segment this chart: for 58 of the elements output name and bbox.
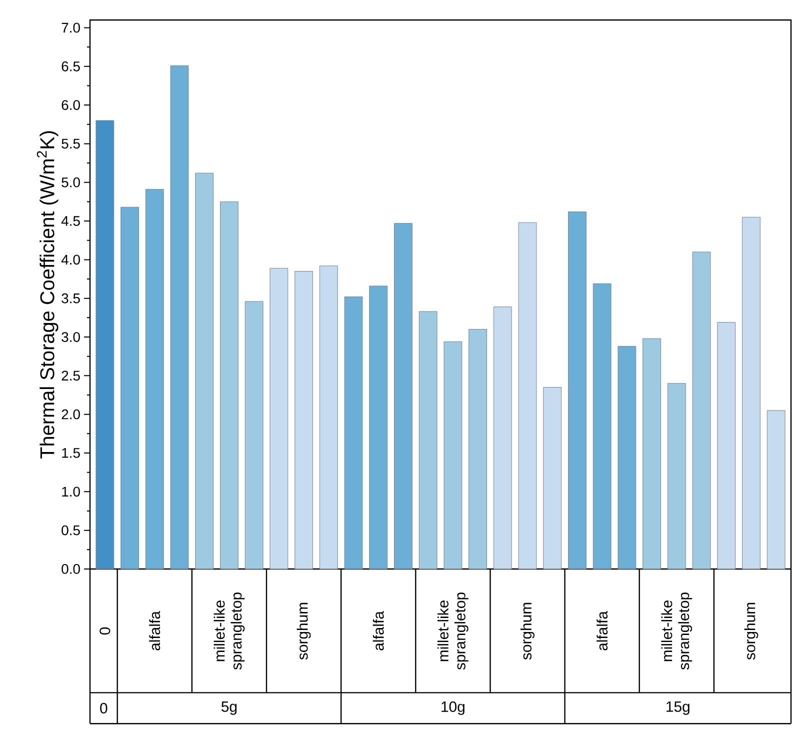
bar	[742, 216, 760, 570]
x-tick-label: alfalfa	[372, 611, 384, 650]
bar	[667, 383, 686, 570]
y-tick-label: 0.0	[62, 564, 80, 574]
x-tick-label: sorghum	[744, 602, 758, 660]
y-tick-label: 5.0	[62, 177, 80, 188]
x-tick-label: sorghum	[296, 602, 311, 660]
text: 5g	[221, 701, 237, 715]
x-tick-label: 0	[100, 627, 110, 635]
bar	[145, 189, 164, 570]
y-tick-label: 1.0	[62, 486, 80, 497]
x-tick-label: millet-like sprangletop	[214, 592, 245, 670]
y-tick-label: 6.0	[62, 100, 80, 110]
bar	[717, 322, 736, 570]
text: 15g	[666, 701, 690, 715]
bar	[543, 387, 562, 570]
bar	[766, 410, 786, 570]
x-tick-label: millet-like sprangletop	[438, 592, 468, 670]
y-tick-label: 4.5	[61, 216, 80, 226]
bar	[270, 268, 288, 570]
x-tick-label: alfalfa	[149, 611, 160, 650]
bar	[394, 223, 412, 570]
y-axis-title: Thermal Storage Coefficient (W/m$^{2}$K)	[36, 131, 58, 459]
y-tick-label: 5.5	[62, 138, 80, 149]
y-tick-label: 2.5	[62, 370, 80, 381]
bar	[444, 341, 462, 570]
bar	[294, 271, 313, 570]
bar	[96, 120, 114, 570]
bar	[170, 65, 189, 570]
bar	[120, 206, 139, 570]
bar	[344, 296, 363, 570]
bar	[369, 286, 388, 570]
bar	[618, 346, 636, 570]
y-tick-label: 6.5	[62, 61, 80, 72]
y-tick-label: 4.0	[61, 254, 80, 265]
bar	[418, 311, 438, 570]
bar	[220, 201, 238, 570]
x-tick-label: millet-like sprangletop	[661, 592, 692, 670]
bar	[468, 329, 487, 570]
y-tick-label: 3.5	[62, 293, 80, 304]
bar	[319, 266, 338, 570]
bar	[493, 306, 512, 570]
y-tick-label: 3.0	[62, 332, 80, 342]
y-tick-label: 1.5	[62, 448, 80, 458]
y-tick-label: 7.0	[62, 22, 80, 33]
bar	[592, 283, 612, 570]
text: 0	[100, 702, 108, 714]
bar	[568, 212, 586, 570]
bar	[642, 338, 662, 570]
bar	[692, 252, 711, 570]
x-tick-label: alfalfa	[596, 611, 608, 650]
bar	[244, 301, 264, 570]
bar	[195, 172, 214, 570]
y-tick-label: 2.0	[62, 409, 80, 420]
y-tick-label: 0.5	[62, 525, 80, 536]
text: 10g	[442, 701, 464, 715]
x-tick-label: sorghum	[520, 602, 534, 660]
bar	[518, 222, 537, 570]
